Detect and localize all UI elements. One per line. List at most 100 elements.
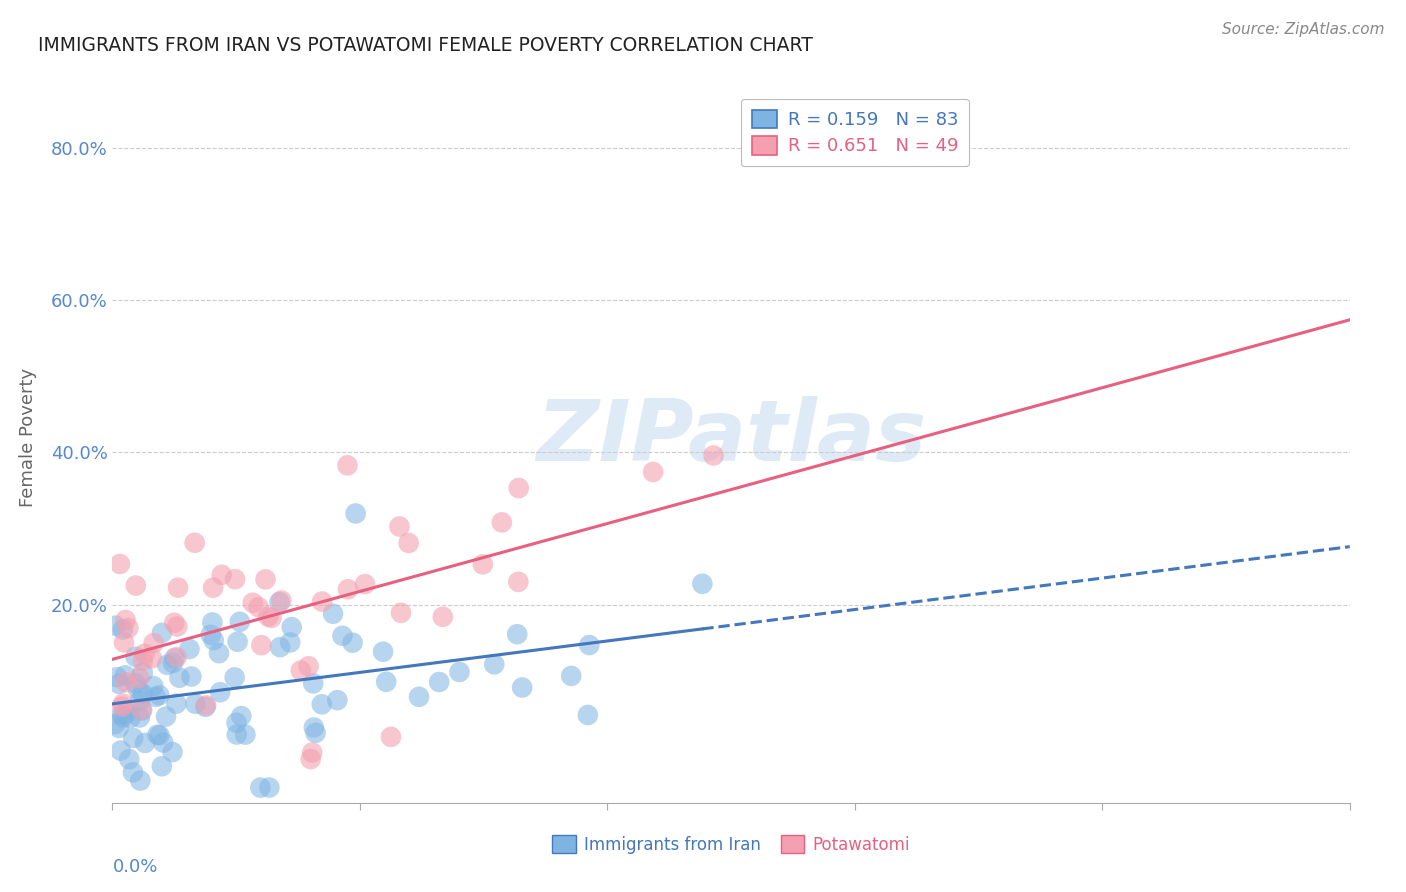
Point xyxy=(510,681,533,695)
Point xyxy=(141,651,163,665)
Y-axis label: Female Poverty: Female Poverty xyxy=(18,368,37,507)
Point xyxy=(131,702,153,716)
Point xyxy=(134,736,156,750)
Point xyxy=(122,731,145,745)
Point xyxy=(576,708,599,723)
Point xyxy=(259,780,281,795)
Point xyxy=(398,536,420,550)
Point xyxy=(162,656,184,670)
Point xyxy=(280,620,302,634)
Point xyxy=(389,606,412,620)
Point xyxy=(578,638,600,652)
Point xyxy=(371,645,394,659)
Point xyxy=(249,780,271,795)
Point xyxy=(225,715,247,730)
Point xyxy=(110,744,132,758)
Point xyxy=(380,730,402,744)
Point xyxy=(200,628,222,642)
Point xyxy=(354,577,377,591)
Point xyxy=(117,621,139,635)
Point xyxy=(299,752,322,766)
Point xyxy=(145,690,167,704)
Point xyxy=(344,507,367,521)
Point xyxy=(131,703,153,717)
Point xyxy=(202,633,225,648)
Point xyxy=(129,773,152,788)
Point xyxy=(180,669,202,683)
Point xyxy=(131,687,153,701)
Point xyxy=(124,676,146,690)
Point xyxy=(231,709,253,723)
Point xyxy=(108,557,131,571)
Point xyxy=(432,609,454,624)
Point xyxy=(142,636,165,650)
Point xyxy=(129,694,152,708)
Point xyxy=(114,668,136,682)
Point xyxy=(108,677,131,691)
Point xyxy=(408,690,430,704)
Point xyxy=(260,611,283,625)
Point xyxy=(209,685,232,699)
Point xyxy=(194,699,217,714)
Point xyxy=(336,458,359,473)
Point xyxy=(114,675,136,690)
Point xyxy=(155,709,177,723)
Point xyxy=(643,465,665,479)
Point xyxy=(269,595,291,609)
Point xyxy=(375,674,398,689)
Point xyxy=(112,697,135,711)
Point xyxy=(195,698,218,713)
Point xyxy=(342,636,364,650)
Point xyxy=(128,710,150,724)
Point xyxy=(104,717,127,731)
Point xyxy=(134,647,156,661)
Point xyxy=(250,638,273,652)
Point xyxy=(322,607,344,621)
Point xyxy=(163,651,186,665)
Point xyxy=(114,613,136,627)
Point xyxy=(125,578,148,592)
Point xyxy=(247,600,270,615)
Point xyxy=(226,634,249,648)
Point xyxy=(427,675,450,690)
Point xyxy=(336,582,359,597)
Point xyxy=(211,567,233,582)
Text: Source: ZipAtlas.com: Source: ZipAtlas.com xyxy=(1222,22,1385,37)
Point xyxy=(297,659,319,673)
Point xyxy=(269,640,291,654)
Point xyxy=(107,721,129,735)
Point xyxy=(115,706,138,721)
Point xyxy=(311,594,333,608)
Point xyxy=(132,654,155,668)
Point xyxy=(302,676,325,690)
Point xyxy=(127,682,149,697)
Point xyxy=(111,699,134,714)
Point xyxy=(122,765,145,780)
Point xyxy=(229,615,252,629)
Point xyxy=(167,581,190,595)
Text: IMMIGRANTS FROM IRAN VS POTAWATOMI FEMALE POVERTY CORRELATION CHART: IMMIGRANTS FROM IRAN VS POTAWATOMI FEMAL… xyxy=(38,36,813,54)
Point xyxy=(449,665,471,679)
Text: 0.0%: 0.0% xyxy=(112,858,157,876)
Point xyxy=(165,697,187,711)
Point xyxy=(184,697,207,711)
Point xyxy=(104,618,127,632)
Point xyxy=(179,642,201,657)
Point xyxy=(166,650,188,665)
Point xyxy=(311,698,333,712)
Point xyxy=(224,572,246,586)
Point xyxy=(388,519,411,533)
Point xyxy=(183,535,205,549)
Point xyxy=(111,707,134,722)
Point xyxy=(120,711,142,725)
Point xyxy=(118,752,141,766)
Point xyxy=(326,693,349,707)
Point xyxy=(124,649,146,664)
Point xyxy=(290,664,312,678)
Point xyxy=(270,593,292,607)
Point xyxy=(156,657,179,672)
Text: ZIPatlas: ZIPatlas xyxy=(536,395,927,479)
Point xyxy=(560,669,582,683)
Legend: Immigrants from Iran, Potawatomi: Immigrants from Iran, Potawatomi xyxy=(546,829,917,860)
Point xyxy=(235,728,257,742)
